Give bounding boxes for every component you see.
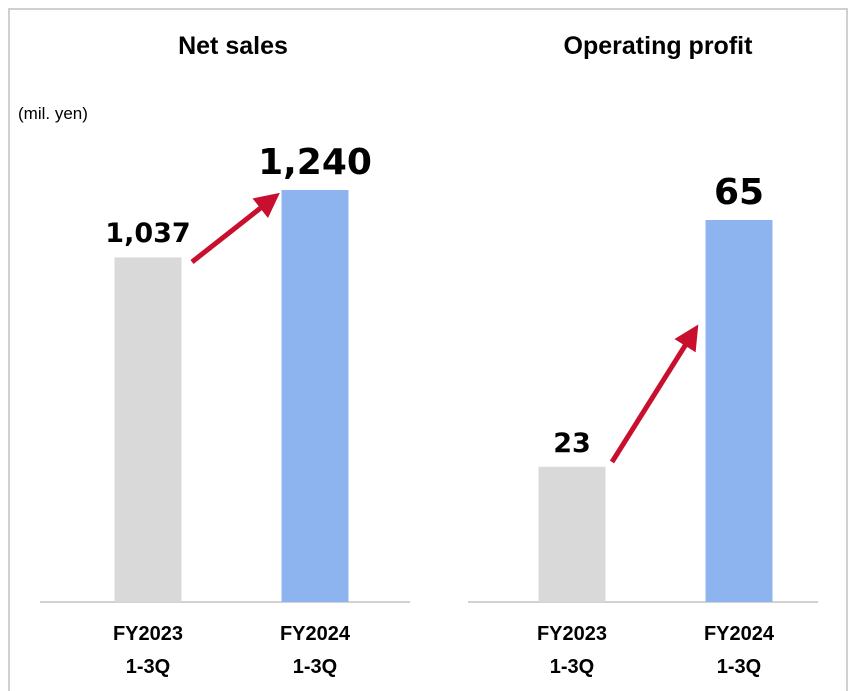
value-label: 1,037 (105, 218, 191, 250)
value-label: 65 (713, 172, 765, 213)
value-label: 1,240 (258, 142, 372, 183)
frame (8, 8, 848, 691)
x-tick-label: FY2024 1-3Q (279, 623, 351, 678)
chart-title: Net sales (178, 32, 288, 60)
arrow (609, 324, 699, 464)
x-tick-label: FY2024 1-3Q (703, 623, 775, 678)
y-axis-label: (mil. yen) (18, 104, 88, 123)
x-tick-label: FY2023 1-3Q (536, 623, 608, 678)
value-label: 23 (553, 427, 591, 459)
chart-title: Operating profit (563, 32, 753, 60)
arrow (190, 192, 280, 264)
bar (538, 466, 606, 602)
bar (705, 220, 773, 602)
x-tick-label: FY2023 1-3Q (112, 623, 184, 678)
bar (281, 190, 349, 602)
bar (114, 257, 182, 602)
